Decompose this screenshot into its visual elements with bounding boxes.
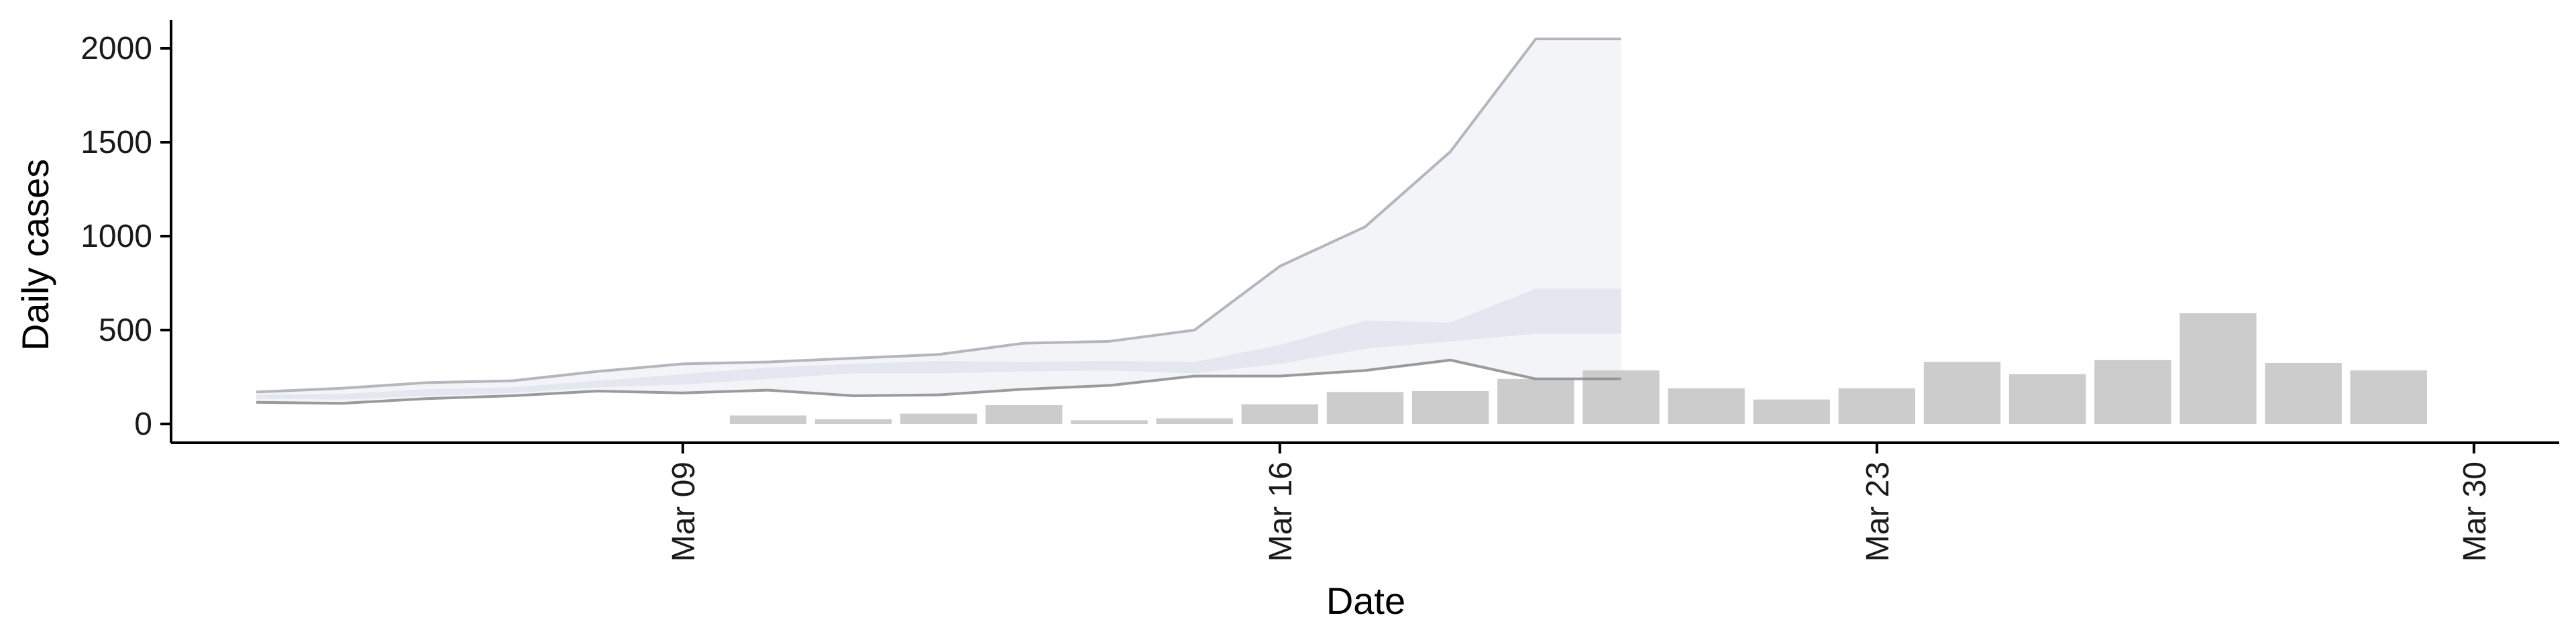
daily-case-bar	[814, 419, 892, 424]
daily-case-bar	[1326, 392, 1404, 424]
daily-case-bar	[2008, 374, 2086, 424]
daily-case-bar	[1497, 378, 1574, 424]
x-tick-label: Mar 30	[2457, 462, 2493, 561]
axes	[170, 20, 2559, 444]
x-tick-label: Mar 23	[1860, 462, 1896, 561]
projection-bands	[256, 39, 1621, 404]
daily-case-bar	[2180, 313, 2257, 424]
y-tick-label: 500	[99, 313, 152, 348]
daily-case-bar	[1156, 418, 1233, 424]
daily-case-bar	[2265, 363, 2342, 424]
y-tick-label: 1000	[80, 219, 152, 254]
daily-case-bar	[1071, 420, 1148, 424]
lower-projection-line	[256, 358, 1621, 405]
y-axis-title: Daily cases	[14, 159, 56, 351]
daily-case-bar	[900, 413, 977, 424]
y-tick-label: 2000	[80, 31, 152, 66]
daily-case-bar	[2350, 370, 2427, 424]
daily-case-bar	[1668, 388, 1745, 424]
y-tick-label: 0	[134, 407, 152, 442]
daily-case-bar	[1411, 391, 1489, 424]
outer-projection-band	[256, 39, 1621, 404]
upper-projection-line	[256, 38, 1621, 394]
x-tick-label: Mar 16	[1263, 462, 1299, 561]
y-tick-label: 1500	[80, 125, 152, 160]
daily-case-bar	[1241, 404, 1318, 424]
x-tick-label: Mar 09	[666, 462, 702, 561]
daily-case-bars	[729, 313, 2427, 424]
x-axis-ticks: Mar 09 Mar 16 Mar 23 Mar 30	[666, 443, 2493, 561]
daily-case-bar	[1838, 388, 1915, 424]
y-axis-ticks: 0 500 1000 1500 2000	[80, 31, 171, 442]
x-axis-title: Date	[1326, 580, 1405, 622]
daily-case-bar	[2094, 360, 2171, 424]
daily-case-bar	[1753, 399, 1830, 424]
daily-case-bar	[985, 405, 1063, 424]
daily-case-bar	[729, 415, 807, 424]
projection-lines	[256, 38, 1621, 405]
daily-case-bar	[1923, 362, 2001, 424]
inner-projection-band	[256, 288, 1621, 400]
